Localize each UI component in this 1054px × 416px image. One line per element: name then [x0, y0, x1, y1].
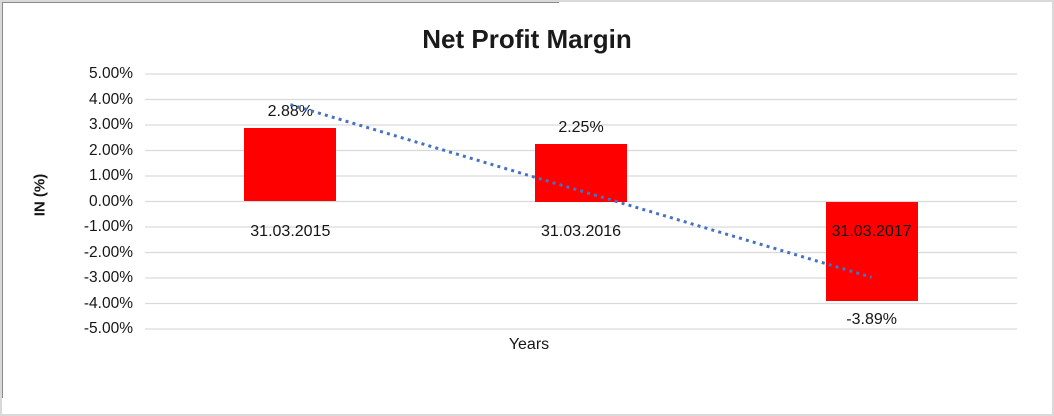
trendline: [289, 103, 873, 279]
y-tick-label: 4.00%: [89, 90, 133, 108]
bar-31.03.2015: [244, 128, 337, 202]
y-tick-label: 0.00%: [89, 192, 133, 210]
y-tick-label: 3.00%: [89, 116, 133, 133]
y-tick-label: 5.00%: [89, 65, 133, 82]
x-category-label: 31.03.2017: [831, 223, 912, 240]
x-category-label: 31.03.2016: [540, 223, 622, 240]
y-tick-label: -3.00%: [83, 269, 133, 286]
y-tick-label: 1.00%: [89, 167, 133, 184]
chart-title: Net Profit Margin: [422, 24, 632, 54]
frame-left-edge: [2, 2, 3, 398]
data-label: 2.25%: [558, 119, 604, 137]
frame-top-edge: [2, 2, 559, 3]
x-axis-title: Years: [508, 336, 550, 353]
y-tick-label: 2.00%: [89, 141, 133, 159]
data-label: 2.88%: [267, 103, 314, 121]
y-tick-label: -4.00%: [83, 294, 133, 312]
y-tick-label: -1.00%: [83, 218, 133, 235]
x-category-label: 31.03.2015: [250, 223, 331, 240]
data-label: -3.89%: [846, 310, 897, 328]
bar-31.03.2016: [535, 144, 627, 202]
bar-31.03.2017: [825, 201, 918, 301]
y-axis-title: IN (%): [31, 173, 49, 217]
y-tick-label: -2.00%: [83, 243, 133, 261]
